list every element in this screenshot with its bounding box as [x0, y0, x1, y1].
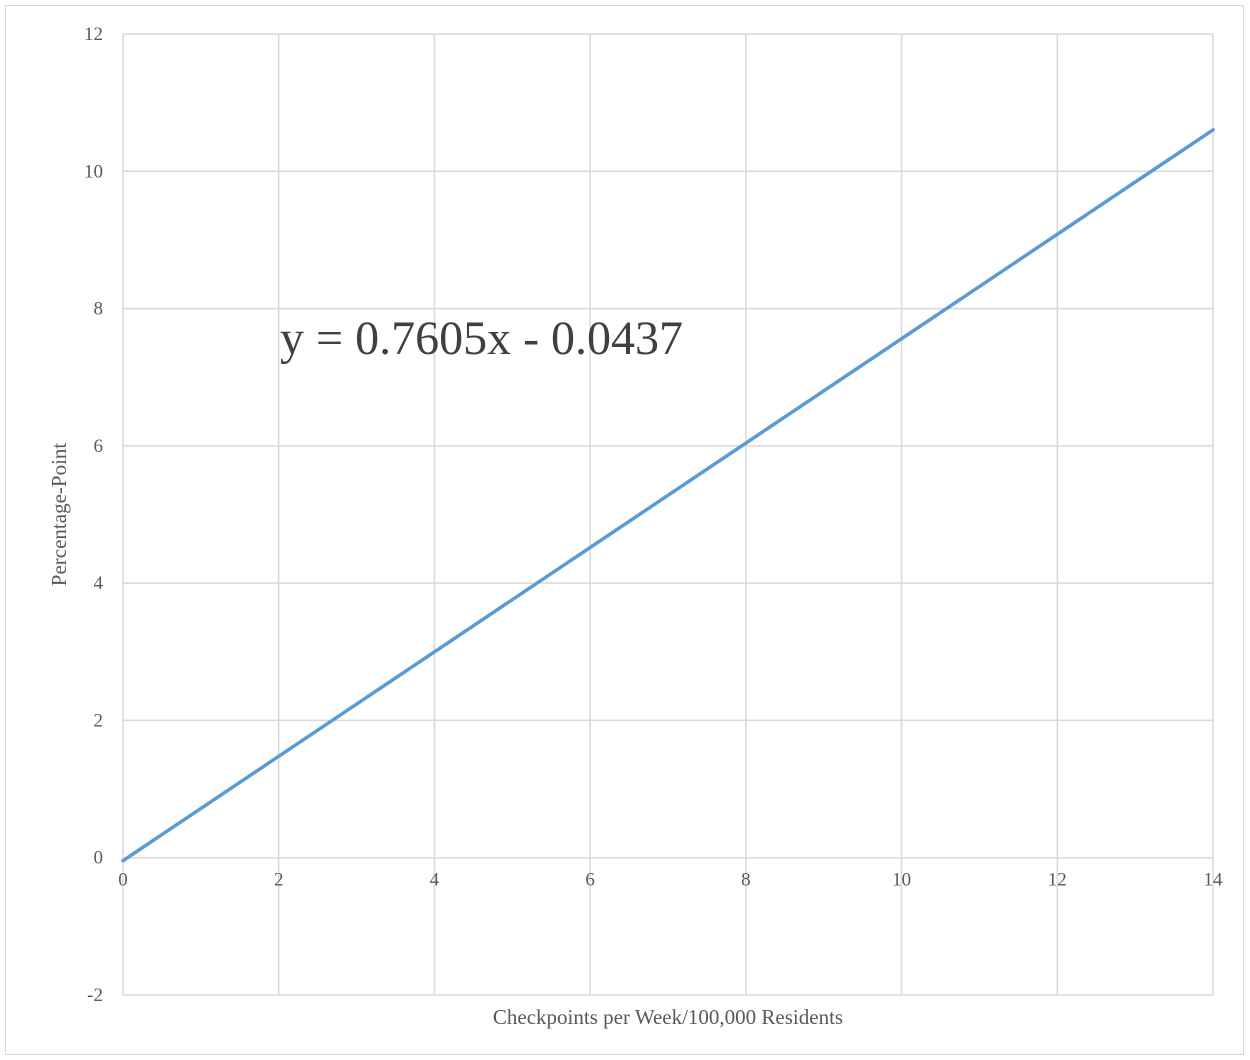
series-layer	[121, 128, 1215, 863]
tick-labels: 0 2 4 6 8 10 12 14 -2 0 2 4 6 8 10 12	[84, 24, 1223, 1006]
y-tick-label: 4	[94, 573, 104, 594]
x-tick-label: 10	[892, 870, 911, 891]
chart-area	[5, 5, 1244, 1055]
y-tick-label: 6	[94, 436, 104, 457]
x-tick-label: 8	[741, 870, 751, 891]
gridlines	[122, 33, 1214, 996]
trendline-series	[121, 128, 1215, 863]
x-axis-title: Checkpoints per Week/100,000 Residents	[493, 1005, 843, 1029]
y-tick-label: 0	[94, 848, 104, 869]
x-tick-label: 4	[430, 870, 440, 891]
y-tick-label: 10	[84, 161, 103, 182]
y-tick-label: 8	[94, 299, 104, 320]
y-tick-label: -2	[87, 985, 103, 1006]
x-tick-label: 6	[585, 870, 595, 891]
y-tick-label: 2	[94, 710, 104, 731]
x-tick-label: 2	[274, 870, 284, 891]
x-tick-label: 12	[1048, 870, 1067, 891]
y-axis-title: Percentage-Point	[47, 443, 71, 587]
y-tick-label: 12	[84, 24, 103, 45]
x-tick-label: 14	[1204, 870, 1224, 891]
x-tick-label: 0	[118, 870, 128, 891]
trendline-equation: y = 0.7605x - 0.0437	[280, 312, 683, 365]
